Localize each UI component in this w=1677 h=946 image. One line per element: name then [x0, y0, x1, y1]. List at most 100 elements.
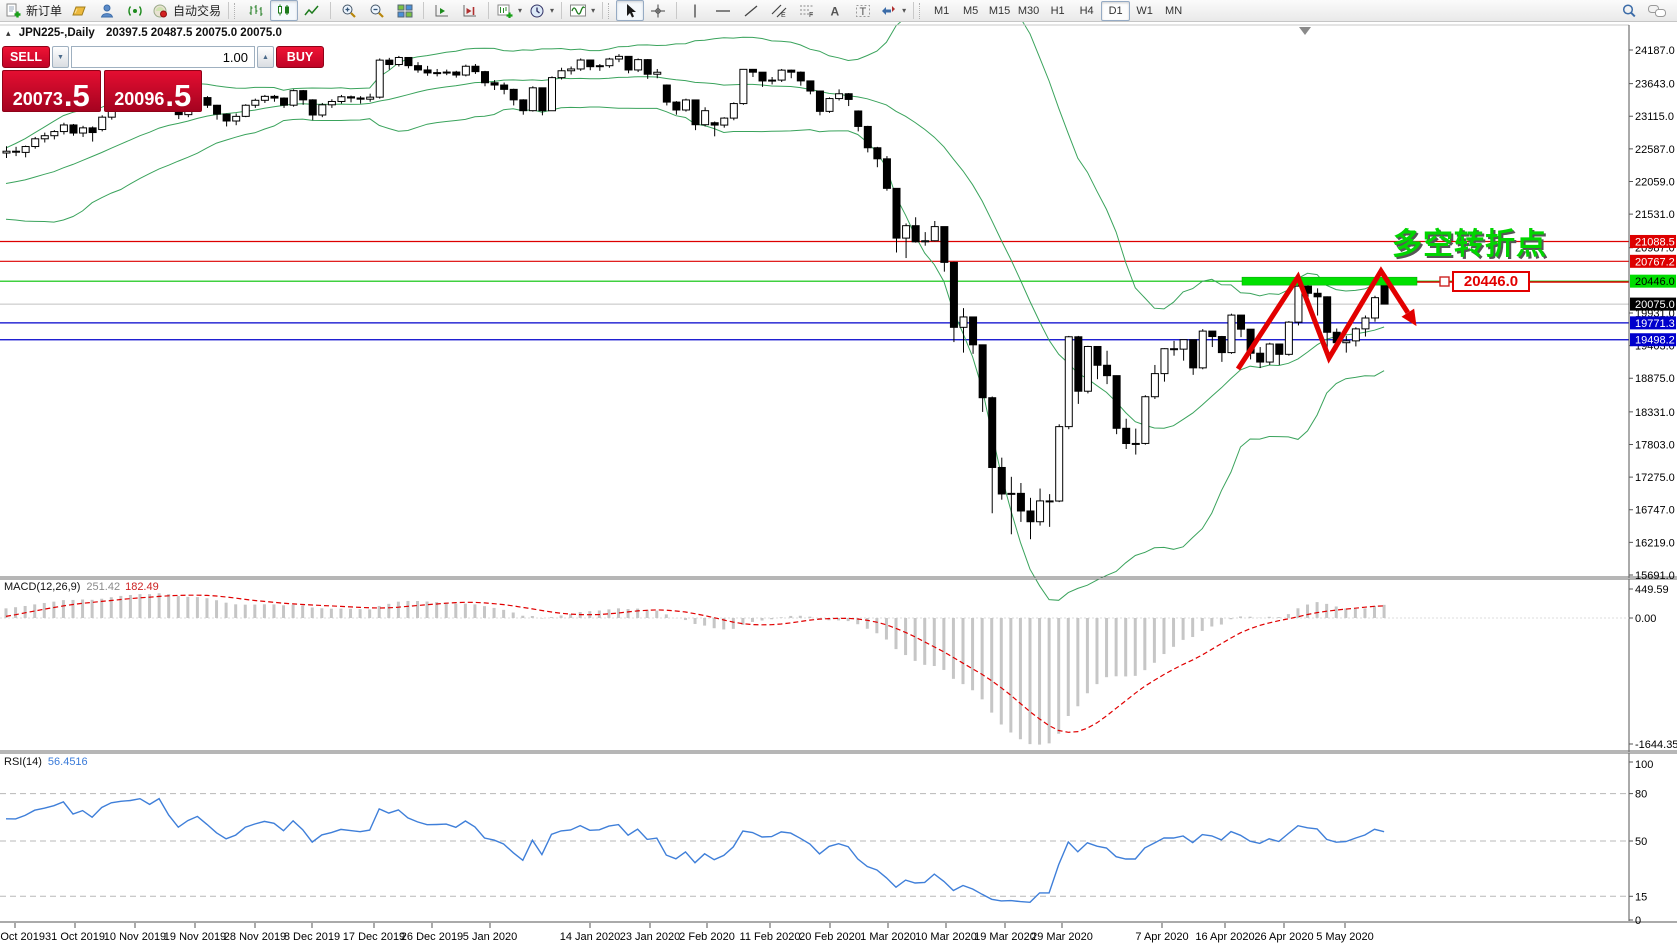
cursor-icon — [627, 3, 637, 17]
svg-text:28 Nov 2019: 28 Nov 2019 — [224, 931, 286, 943]
tf-mn-button[interactable]: MN — [1165, 4, 1183, 17]
svg-text:5 Jan 2020: 5 Jan 2020 — [463, 931, 517, 943]
svg-text:29 Mar 2020: 29 Mar 2020 — [1031, 931, 1093, 943]
svg-text:22587.0: 22587.0 — [1635, 144, 1675, 156]
indicators-button[interactable]: ▾ — [566, 0, 598, 21]
cursor-tool-button[interactable] — [616, 0, 645, 21]
zoom-out-icon — [370, 4, 384, 18]
text-icon: A — [831, 4, 840, 18]
trendline-tool-button[interactable] — [737, 0, 765, 21]
fibonacci-tool-button[interactable]: F — [793, 0, 821, 21]
search-button[interactable] — [1615, 0, 1643, 21]
svg-text:16 Apr 2020: 16 Apr 2020 — [1195, 931, 1254, 943]
svg-text:23115.0: 23115.0 — [1635, 111, 1674, 123]
new-chart-button[interactable]: ▾ — [493, 0, 525, 21]
toolbar-grip — [234, 2, 239, 19]
rsi-panel: 100 80 50 15 0 — [0, 759, 1653, 927]
price-axis[interactable]: 24187.0 23643.0 23115.0 22587.0 22059.0 21531… — [1629, 45, 1676, 582]
tf-d1-button[interactable]: D1 — [1101, 0, 1131, 21]
arrows-icon — [882, 5, 896, 15]
chart-shift-button[interactable] — [428, 0, 456, 21]
text-label-tool-button[interactable]: T — [849, 0, 877, 21]
auto-trading-label: 自动交易 — [173, 4, 222, 18]
channel-tool-button[interactable]: E — [765, 0, 793, 21]
turning-point-annotation[interactable]: 多空转折点 — [1392, 228, 1547, 261]
profile-icon — [100, 4, 114, 17]
profile-button[interactable] — [93, 0, 121, 21]
bar-chart-mode-button[interactable] — [242, 0, 270, 21]
toolbar-separator — [913, 2, 915, 19]
chart-autoscroll-icon — [463, 4, 477, 16]
tf-w1-button[interactable]: W1 — [1136, 4, 1153, 17]
rsi-name: RSI(14) — [4, 756, 42, 768]
volume-input[interactable] — [71, 46, 255, 68]
chart-shift-icon — [435, 4, 449, 16]
svg-text:17275.0: 17275.0 — [1635, 472, 1675, 484]
market-watch-button[interactable] — [65, 0, 93, 21]
zoom-out-button[interactable] — [363, 0, 391, 21]
channel-icon: E — [771, 4, 787, 19]
zigzag-trend-annotation[interactable] — [1235, 266, 1410, 371]
horizontal-line-tool-button[interactable] — [709, 0, 737, 21]
tf-h1-button[interactable]: H1 — [1050, 4, 1065, 17]
chart-shift-marker[interactable] — [1299, 27, 1311, 35]
text-tool-button[interactable]: A — [821, 0, 849, 21]
line-chart-icon — [304, 5, 319, 15]
level-price-box[interactable]: 20446.0 — [1452, 271, 1530, 292]
tf-m1-button[interactable]: M1 — [933, 4, 950, 17]
vertical-line-tool-button[interactable] — [681, 0, 709, 21]
candlestick-mode-button[interactable] — [270, 0, 299, 21]
svg-text:31 Oct 2019: 31 Oct 2019 — [45, 931, 105, 943]
rsi-value: 56.4516 — [47, 756, 88, 768]
auto-trading-icon — [153, 4, 168, 17]
bollinger-bands — [5, 5, 1385, 601]
object-handle[interactable] — [1439, 276, 1450, 287]
drawn-objects[interactable] — [1235, 27, 1629, 371]
svg-text:0: 0 — [1635, 915, 1641, 927]
tf-m5-button[interactable]: M5 — [962, 4, 979, 17]
sell-button[interactable]: SELL — [2, 46, 50, 68]
toolbar-separator — [330, 2, 332, 19]
line-chart-mode-button[interactable] — [298, 0, 326, 21]
svg-text:15: 15 — [1635, 891, 1647, 903]
volume-decrease-button[interactable]: ▼ — [52, 46, 69, 68]
tf-h4-button[interactable]: H4 — [1079, 4, 1094, 17]
svg-text:-1644.35: -1644.35 — [1635, 739, 1677, 751]
svg-text:10 Mar 2020: 10 Mar 2020 — [915, 931, 977, 943]
sell-price-frac: .5 — [63, 78, 90, 113]
svg-text:20446.0: 20446.0 — [1635, 276, 1675, 288]
svg-text:22 Oct 2019: 22 Oct 2019 — [0, 931, 45, 943]
svg-text:20767.2: 20767.2 — [1635, 256, 1675, 268]
svg-text:23643.0: 23643.0 — [1635, 79, 1675, 91]
buy-price-frac: .5 — [165, 78, 192, 113]
svg-text:E: E — [781, 12, 786, 19]
svg-text:10 Nov 2019: 10 Nov 2019 — [104, 931, 166, 943]
signal-button[interactable] — [121, 0, 149, 21]
arrows-tool-button[interactable]: ▾ — [877, 0, 909, 21]
periodicity-button[interactable]: ▾ — [525, 0, 557, 21]
auto-trading-button[interactable]: 自动交易 — [149, 0, 224, 21]
chart-autoscroll-button[interactable] — [456, 0, 484, 21]
volume-increase-button[interactable]: ▲ — [257, 46, 274, 68]
new-order-button[interactable]: 新订单 — [2, 0, 65, 21]
resistance-bar[interactable] — [1241, 276, 1418, 286]
svg-text:1 Mar 2020: 1 Mar 2020 — [860, 931, 916, 943]
svg-text:23 Jan 2020: 23 Jan 2020 — [620, 931, 681, 943]
tile-windows-button[interactable] — [391, 0, 419, 21]
zoom-in-button[interactable] — [335, 0, 363, 21]
toolbar-separator — [488, 2, 490, 19]
tf-m15-button[interactable]: M15 — [988, 4, 1011, 17]
crosshair-tool-button[interactable] — [644, 0, 672, 21]
search-icon — [1622, 3, 1636, 17]
buy-button[interactable]: BUY — [276, 46, 324, 68]
sell-price-panel[interactable]: 20073 .5 — [2, 70, 101, 112]
svg-text:7 Apr 2020: 7 Apr 2020 — [1135, 931, 1188, 943]
horizontal-level-lines[interactable] — [0, 240, 1629, 341]
buy-price-panel[interactable]: 20096 .5 — [103, 70, 202, 113]
sell-price-main: 20073 — [12, 89, 63, 109]
dropdown-caret: ▾ — [550, 6, 555, 15]
tf-m30-button[interactable]: M30 — [1017, 4, 1040, 17]
chat-button[interactable] — [1643, 0, 1671, 21]
